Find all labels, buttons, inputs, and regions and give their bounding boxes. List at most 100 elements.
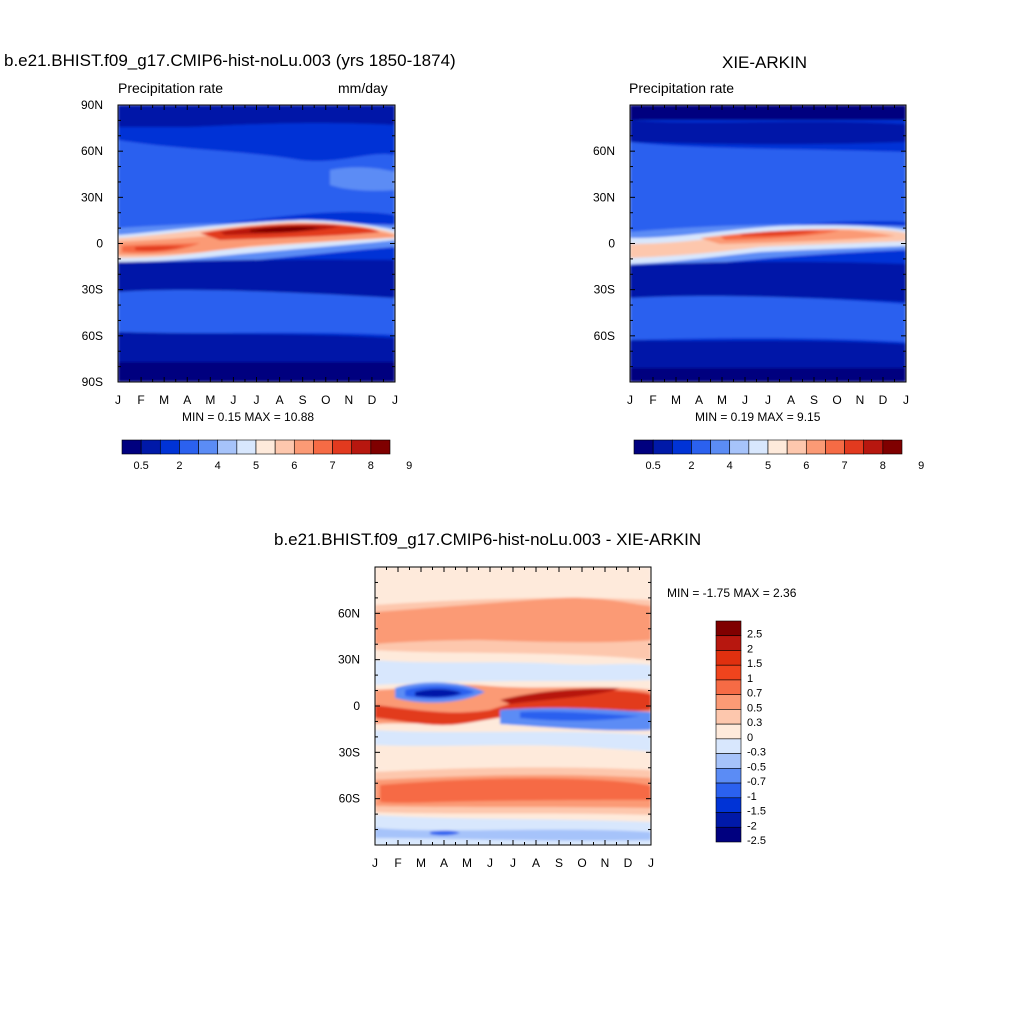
panel2-colorbar-swatch <box>633 439 654 455</box>
panel2-colorbar-swatch <box>805 439 826 455</box>
panel3-colorbar-swatch <box>715 797 742 813</box>
panel1-colorbar-label: 0.5 <box>133 460 148 472</box>
panel3-colorbar-label: -0.7 <box>747 776 766 788</box>
panel1-band <box>118 122 395 140</box>
panel3-colorbar-label: 0.5 <box>747 702 762 714</box>
panel2-colorbar-swatch <box>882 439 903 455</box>
panel3-colorbar-swatch <box>715 753 742 769</box>
panel3-colorbar-label: 2.5 <box>747 629 762 641</box>
x-tick-label: A <box>276 393 284 407</box>
panel3-colorbar-swatch <box>715 826 742 843</box>
panel2-colorbar-swatch <box>710 439 731 455</box>
panel3-band <box>375 690 651 726</box>
y-tick-label: 90S <box>82 375 103 389</box>
panel3-colorbar-label: -2.5 <box>747 835 766 847</box>
panel3-colorbar-swatch <box>715 635 742 651</box>
panel1-colorbar-swatch <box>179 439 199 455</box>
panel3-colorbar-label: 2 <box>747 643 753 655</box>
x-tick-label: F <box>649 393 656 407</box>
panel1-colorbar-label: 4 <box>215 460 221 472</box>
y-tick-label: 0 <box>353 699 360 713</box>
panel2-colorbar-swatch <box>671 439 692 455</box>
y-tick-label: 60S <box>82 329 103 343</box>
x-tick-label: M <box>671 393 681 407</box>
x-tick-label: A <box>440 856 448 870</box>
y-tick-label: 60S <box>594 329 615 343</box>
panel2-band <box>630 120 906 145</box>
panel1-units-label: mm/day <box>338 80 388 96</box>
panel2-colorbar-label: 5 <box>765 460 771 472</box>
panel3-band <box>430 830 460 836</box>
panel3-band <box>375 745 651 770</box>
x-tick-label: A <box>787 393 795 407</box>
x-tick-label: N <box>856 393 865 407</box>
x-tick-label: J <box>627 393 633 407</box>
panel3-colorbar-swatch <box>715 650 742 666</box>
panel1-colorbar-label: 9 <box>406 460 412 472</box>
x-tick-label: M <box>205 393 215 407</box>
panel2-band <box>740 230 820 236</box>
panel3-band <box>375 660 651 685</box>
x-tick-label: M <box>717 393 727 407</box>
x-tick-label: S <box>810 393 818 407</box>
y-tick-label: 30S <box>82 283 103 297</box>
axis-ticks <box>117 104 907 846</box>
x-tick-label: J <box>648 856 654 870</box>
panel3-colorbar-swatch <box>715 768 742 784</box>
panel3-colorbar-swatch <box>715 620 742 637</box>
panel3-colorbar-swatch <box>715 738 742 754</box>
x-tick-label: F <box>394 856 401 870</box>
panel1-colorbar-swatch <box>159 439 180 455</box>
panel3-colorbar-label: -0.5 <box>747 761 766 773</box>
panel3-colorbar-swatch <box>715 679 742 695</box>
x-tick-label: J <box>254 393 260 407</box>
panel1-colorbar-label: 8 <box>368 460 374 472</box>
panel1-colorbar-swatch <box>313 439 333 455</box>
panel1-colorbar-swatch <box>293 439 314 455</box>
y-tick-label: 30N <box>81 190 103 204</box>
panel1-colorbar-swatch <box>274 439 295 455</box>
x-tick-label: J <box>903 393 909 407</box>
panel1-band <box>330 167 395 191</box>
panel3-colorbar-label: -1.5 <box>747 806 766 818</box>
panel1-band <box>118 105 395 127</box>
x-tick-label: D <box>879 393 888 407</box>
x-tick-label: F <box>137 393 144 407</box>
panel3-colorbar-swatch <box>715 782 742 799</box>
panel3-colorbar-label: 1.5 <box>747 658 762 670</box>
panel1-band <box>135 246 185 251</box>
panel1-colorbar-swatch <box>121 439 142 455</box>
panel2-colorbar-swatch <box>786 439 807 455</box>
x-tick-label: S <box>299 393 307 407</box>
panel1-colorbar-swatch <box>217 439 238 455</box>
x-tick-label: S <box>555 856 563 870</box>
panel3-band <box>415 689 462 698</box>
panel2-colorbar-swatch <box>863 439 884 455</box>
y-tick-label: 60S <box>339 792 360 806</box>
panel2-colorbar-label: 2 <box>688 460 694 472</box>
panel3-field <box>375 567 651 845</box>
panel1-field <box>118 105 395 382</box>
x-tick-label: O <box>832 393 841 407</box>
panel3-colorbar-label: -1 <box>747 791 757 803</box>
panel1-minmax: MIN = 0.15 MAX = 10.88 <box>182 410 315 424</box>
panel1-colorbar-swatch <box>255 439 276 455</box>
panel3-band <box>380 778 651 803</box>
panel1-band <box>118 140 395 232</box>
y-tick-label: 0 <box>608 237 615 251</box>
x-tick-label: D <box>624 856 633 870</box>
x-tick-label: O <box>577 856 586 870</box>
panel2-colorbar-label: 8 <box>880 460 886 472</box>
panel3-colorbar-label: 1 <box>747 673 753 685</box>
panel3-colorbar-label: -2 <box>747 820 757 832</box>
panel1-band <box>250 226 320 233</box>
panel2-band <box>630 296 906 342</box>
panel1-left-label: Precipitation rate <box>118 80 224 96</box>
x-tick-label: J <box>392 393 398 407</box>
x-tick-label: J <box>510 856 516 870</box>
panel3-colorbar-swatch <box>715 723 742 740</box>
y-tick-label: 0 <box>96 237 103 251</box>
panel3-band <box>375 597 651 644</box>
